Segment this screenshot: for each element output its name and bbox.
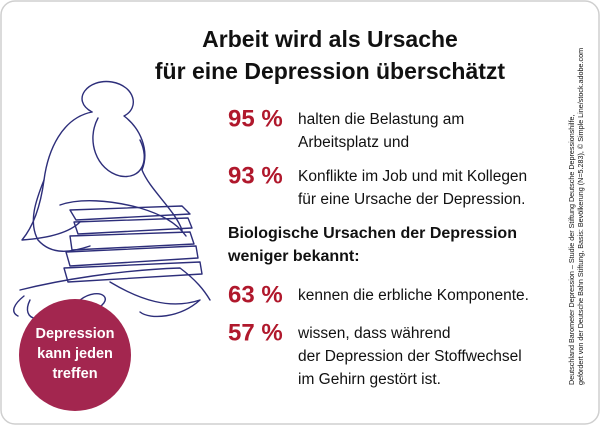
badge-text: kann jeden xyxy=(37,346,113,362)
stat-text: der Depression der Stoffwechsel xyxy=(298,348,522,365)
badge-circle xyxy=(19,299,131,411)
badge-text: treffen xyxy=(52,366,97,382)
subheading: weniger bekannt: xyxy=(227,248,360,265)
title-line: Arbeit wird als Ursache xyxy=(202,26,458,52)
stat-text: halten die Belastung am xyxy=(298,111,464,128)
source-line: Deutschland Barometer Depression – Studi… xyxy=(567,115,576,385)
stats: 95 % halten die Belastung am Arbeitsplatz … xyxy=(227,105,529,388)
stat-text: kennen die erbliche Komponente. xyxy=(298,287,529,304)
stat-text: im Gehirn gestört ist. xyxy=(298,371,441,388)
source: Deutschland Barometer Depression – Studi… xyxy=(567,48,585,385)
stat-text: Arbeitsplatz und xyxy=(298,134,409,151)
badge-text: Depression xyxy=(36,326,115,342)
title-line: für eine Depression überschätzt xyxy=(155,58,506,84)
stat-percent: 63 % xyxy=(228,281,283,308)
stat-text: Konflikte im Job und mit Kollegen xyxy=(298,168,527,185)
stat-text: für eine Ursache der Depression. xyxy=(298,191,525,208)
illustration xyxy=(13,80,211,320)
stat-percent: 95 % xyxy=(228,105,283,132)
source-line: gefördert von der Deutsche Bahn Stiftung… xyxy=(576,48,585,385)
subheading: Biologische Ursachen der Depression xyxy=(228,225,517,242)
stat-percent: 57 % xyxy=(228,319,283,346)
stat-text: wissen, dass während xyxy=(297,325,451,342)
stat-percent: 93 % xyxy=(228,162,283,189)
